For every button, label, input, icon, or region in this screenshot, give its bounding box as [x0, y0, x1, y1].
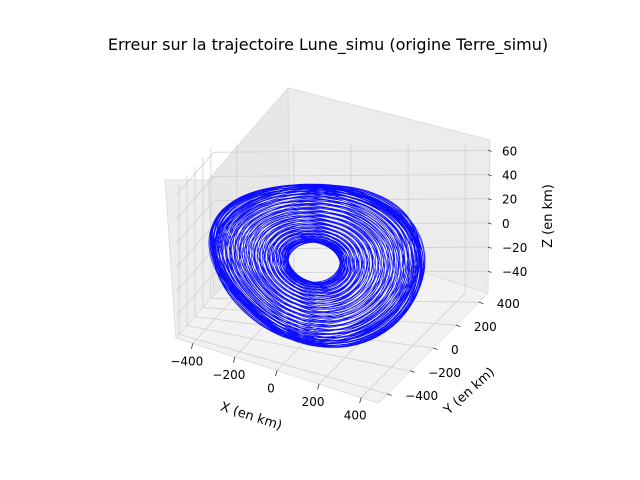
z-grid-line-left [175, 176, 215, 220]
y-grid-line-floor [179, 334, 388, 395]
y-tick-label: −400 [405, 389, 438, 403]
y-tick-label: −200 [428, 366, 461, 380]
z-grid-line-left [175, 272, 215, 317]
z-tick-label: 40 [502, 168, 517, 182]
y-tick-mark [478, 301, 484, 305]
x-tick-mark [190, 343, 194, 350]
y-tick-mark [387, 393, 392, 396]
x-tick-label: 400 [344, 409, 367, 423]
z-tick-label: 0 [502, 217, 510, 231]
x-tick-mark [275, 370, 278, 377]
z-grid-line-left [175, 248, 215, 293]
x-axis-ticks: −400 −200 0 200 400 [170, 343, 367, 423]
z-grid-line-back [213, 174, 489, 177]
x-tick-label: −200 [212, 368, 245, 382]
z-tick-mark [487, 270, 492, 273]
x-tick-mark [359, 397, 362, 404]
x-tick-mark [233, 356, 236, 363]
y-tick-mark [432, 347, 438, 350]
y-tick-mark [409, 370, 415, 373]
y-grid-line-floor [187, 325, 411, 372]
z-grid-line-back [213, 149, 489, 153]
x-tick-label: 0 [267, 382, 275, 396]
z-grid-line-left [175, 151, 215, 196]
y-tick-label: 0 [451, 343, 459, 357]
z-grid-line-left [175, 224, 215, 269]
z-tick-label: 20 [502, 193, 517, 207]
z-tick-mark [487, 149, 492, 152]
trajectory-line [208, 183, 426, 348]
y-tick-mark [455, 324, 461, 327]
z-axis-ticks: −40 −20 0 20 40 60 [487, 144, 527, 279]
z-tick-mark [487, 174, 492, 177]
y-tick-label: 400 [497, 297, 520, 311]
chart-title: Erreur sur la trajectoire Lune_simu (ori… [108, 35, 548, 55]
x-tick-label: 200 [302, 395, 325, 409]
z-tick-label: −20 [502, 241, 527, 255]
trajectory-series [208, 183, 426, 348]
x-tick-label: −400 [170, 354, 203, 368]
z-tick-mark [487, 222, 492, 225]
z-tick-label: −40 [502, 265, 527, 279]
z-grid-line-left [175, 200, 215, 244]
z-tick-mark [487, 198, 492, 201]
y-tick-label: 200 [474, 320, 497, 334]
z-tick-label: 60 [502, 144, 517, 158]
y-grid-line-floor [194, 316, 434, 349]
z-tick-mark [487, 246, 492, 249]
z-axis-label: Z (en km) [541, 184, 556, 248]
x-tick-mark [317, 383, 320, 390]
